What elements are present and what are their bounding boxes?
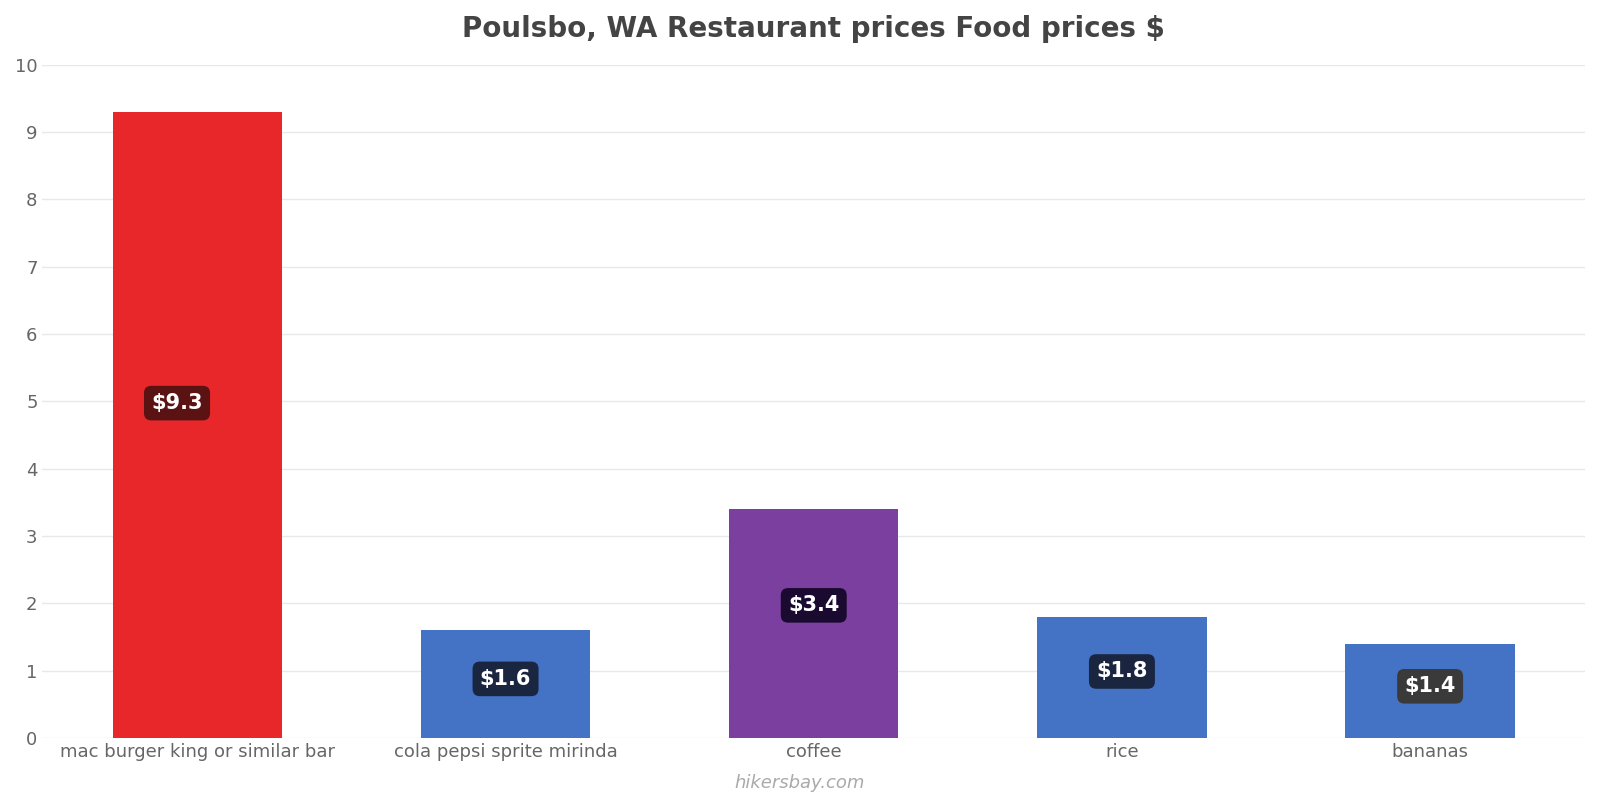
Title: Poulsbo, WA Restaurant prices Food prices $: Poulsbo, WA Restaurant prices Food price… [462,15,1165,43]
Text: $1.8: $1.8 [1096,662,1147,682]
Text: hikersbay.com: hikersbay.com [734,774,866,792]
Bar [112,112,282,738]
Bar [1346,644,1515,738]
Text: $1.6: $1.6 [480,669,531,689]
Bar [730,509,899,738]
Bar [421,630,590,738]
Text: $1.4: $1.4 [1405,676,1456,696]
Text: $9.3: $9.3 [152,393,203,413]
Text: $3.4: $3.4 [789,595,840,615]
Bar [1037,617,1206,738]
